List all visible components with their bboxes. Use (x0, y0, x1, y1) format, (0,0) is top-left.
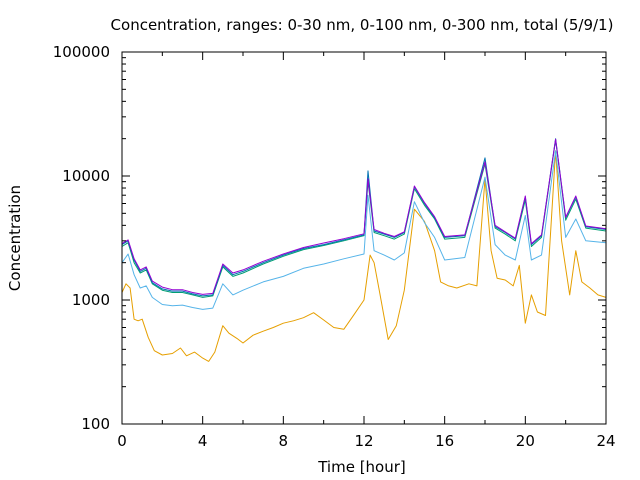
y-tick-label: 100000 (53, 43, 110, 61)
chart-title: Concentration, ranges: 0-30 nm, 0-100 nm… (111, 16, 614, 34)
y-tick-label: 10000 (62, 167, 110, 185)
series-line-1 (121, 150, 607, 362)
x-tick-label: 24 (596, 432, 615, 450)
plot-frame (121, 51, 607, 425)
y-tick-label: 1000 (72, 291, 110, 309)
x-tick-label: 16 (435, 432, 454, 450)
series-line-5 (121, 138, 607, 295)
y-tick-label: 100 (81, 415, 110, 433)
y-axis-label: Concentration (6, 185, 24, 291)
x-tick-label: 8 (279, 432, 289, 450)
series-line-2 (121, 150, 607, 310)
x-axis-label: Time [hour] (317, 458, 406, 476)
x-tick-label: 0 (117, 432, 127, 450)
x-tick-label: 20 (516, 432, 535, 450)
x-tick-label: 4 (198, 432, 208, 450)
series-layer (121, 138, 607, 362)
ticks-layer: 0 4 8 12 16 20 24 100 1000 10000 100000 (53, 43, 616, 450)
x-tick-label: 12 (354, 432, 373, 450)
